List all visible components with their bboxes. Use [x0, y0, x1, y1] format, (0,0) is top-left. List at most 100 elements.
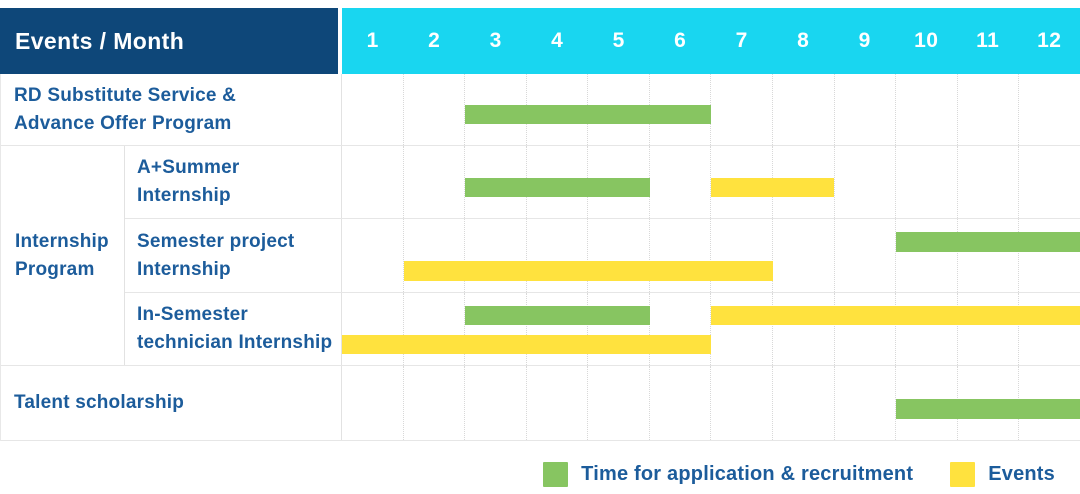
grid-cell [1018, 293, 1080, 365]
bar-events [711, 177, 834, 198]
grid-cell [648, 293, 711, 365]
legend-item-events: Events [950, 461, 1055, 487]
month-header-5: 5 [612, 29, 625, 52]
row-label-in-semester: In-Semester technician Internship [125, 293, 342, 365]
bar-events [711, 305, 1080, 326]
grid-cell [772, 74, 834, 145]
month-header-9: 9 [858, 29, 871, 52]
grid-cell [1018, 146, 1080, 218]
grid-cell [402, 219, 465, 292]
row-grid-in-semester [342, 293, 1080, 365]
grid-cell [772, 219, 834, 292]
grid-cell [402, 366, 465, 440]
grid-cell [648, 219, 711, 292]
events-swatch-icon [950, 461, 976, 487]
grid-cell [1018, 74, 1080, 145]
bar-application [895, 232, 1080, 252]
grid-cell [342, 146, 403, 218]
internship-program-subrows: A+Summer Internship Semester project Int… [125, 146, 1080, 365]
row-label-talent-scholarship: Talent scholarship [1, 366, 342, 440]
grid-cell [772, 366, 834, 440]
row-grid-a-summer [342, 146, 1080, 218]
grid-cell [464, 146, 526, 218]
grid-cell [648, 366, 711, 440]
grid-cell [895, 219, 957, 292]
month-header-3: 3 [489, 29, 502, 52]
application-swatch-icon [543, 461, 569, 487]
row-in-semester: In-Semester technician Internship [125, 293, 1080, 365]
grid-cell [648, 146, 711, 218]
header-divider [338, 8, 342, 74]
grid-cell [464, 293, 526, 365]
row-label-semester-project: Semester project Internship [125, 219, 342, 292]
row-grid-semester-project [342, 219, 1080, 292]
grid-cell [956, 219, 1019, 292]
month-header-7: 7 [735, 29, 748, 52]
legend-label-events: Events [988, 462, 1055, 485]
grid-cell [956, 293, 1019, 365]
bar-events [342, 334, 711, 355]
grid-cell [464, 219, 526, 292]
grid-cell [710, 366, 772, 440]
grid-cell [833, 219, 896, 292]
grid-cell [772, 293, 834, 365]
grid-cell [402, 74, 465, 145]
grid-cell [525, 293, 588, 365]
legend: Time for application & recruitment Event… [0, 460, 1055, 488]
legend-label-application: Time for application & recruitment [581, 462, 914, 485]
month-header-8: 8 [797, 29, 810, 52]
grid-cell [587, 219, 649, 292]
internship-program-group: Internship Program A+Summer Internship S… [1, 146, 1080, 366]
grid-cell [342, 74, 403, 145]
grid-cell [956, 146, 1019, 218]
bar-application [465, 177, 650, 198]
bar-application [895, 398, 1080, 419]
grid-cell [464, 366, 526, 440]
grid-cell [710, 219, 772, 292]
grid-cell [710, 293, 772, 365]
month-header-6: 6 [674, 29, 687, 52]
grid-cell [525, 366, 588, 440]
row-label-a-summer: A+Summer Internship [125, 146, 342, 218]
row-a-summer: A+Summer Internship [125, 146, 1080, 219]
month-header-11: 11 [976, 29, 1000, 52]
grid-cell [895, 146, 957, 218]
grid-cell [895, 74, 957, 145]
grid-cell [587, 293, 649, 365]
grid-cell [956, 74, 1019, 145]
row-label-rd-substitute: RD Substitute Service & Advance Offer Pr… [1, 74, 342, 145]
grid-cell [464, 74, 526, 145]
grid-cell [710, 74, 772, 145]
month-header-12: 12 [1037, 29, 1062, 52]
group-label-internship-program: Internship Program [1, 146, 125, 365]
grid-cell [402, 293, 465, 365]
month-header-10: 10 [914, 29, 939, 52]
row-talent-scholarship: Talent scholarship [1, 366, 1080, 441]
grid-cell [895, 293, 957, 365]
header-events-month-label: Events / Month [0, 8, 338, 74]
month-header-2: 2 [428, 29, 441, 52]
row-grid-rd-substitute [342, 74, 1080, 145]
grid-cell [1018, 219, 1080, 292]
grid-cell [587, 366, 649, 440]
month-header-strip: 1 2 3 4 5 6 7 8 9 10 11 12 [342, 8, 1080, 74]
legend-item-application: Time for application & recruitment [543, 461, 914, 487]
grid-cell [342, 366, 403, 440]
grid-cell [342, 293, 403, 365]
bar-application [465, 105, 711, 125]
table-header: Events / Month 1 2 3 4 5 6 7 8 9 10 11 12 [0, 8, 1080, 74]
grid-cell [833, 293, 896, 365]
grid-cell [833, 146, 896, 218]
table-body: RD Substitute Service & Advance Offer Pr… [0, 74, 1080, 441]
grid-cell [710, 146, 772, 218]
row-rd-substitute: RD Substitute Service & Advance Offer Pr… [1, 74, 1080, 146]
row-grid-talent-scholarship [342, 366, 1080, 440]
bar-application [465, 305, 650, 326]
grid-cell [833, 74, 896, 145]
month-header-1: 1 [366, 29, 379, 52]
events-month-table: Events / Month 1 2 3 4 5 6 7 8 9 10 11 12 RD Substi… [0, 8, 1080, 441]
grid-cell [342, 219, 403, 292]
bar-events [403, 261, 773, 282]
grid-cell [833, 366, 896, 440]
